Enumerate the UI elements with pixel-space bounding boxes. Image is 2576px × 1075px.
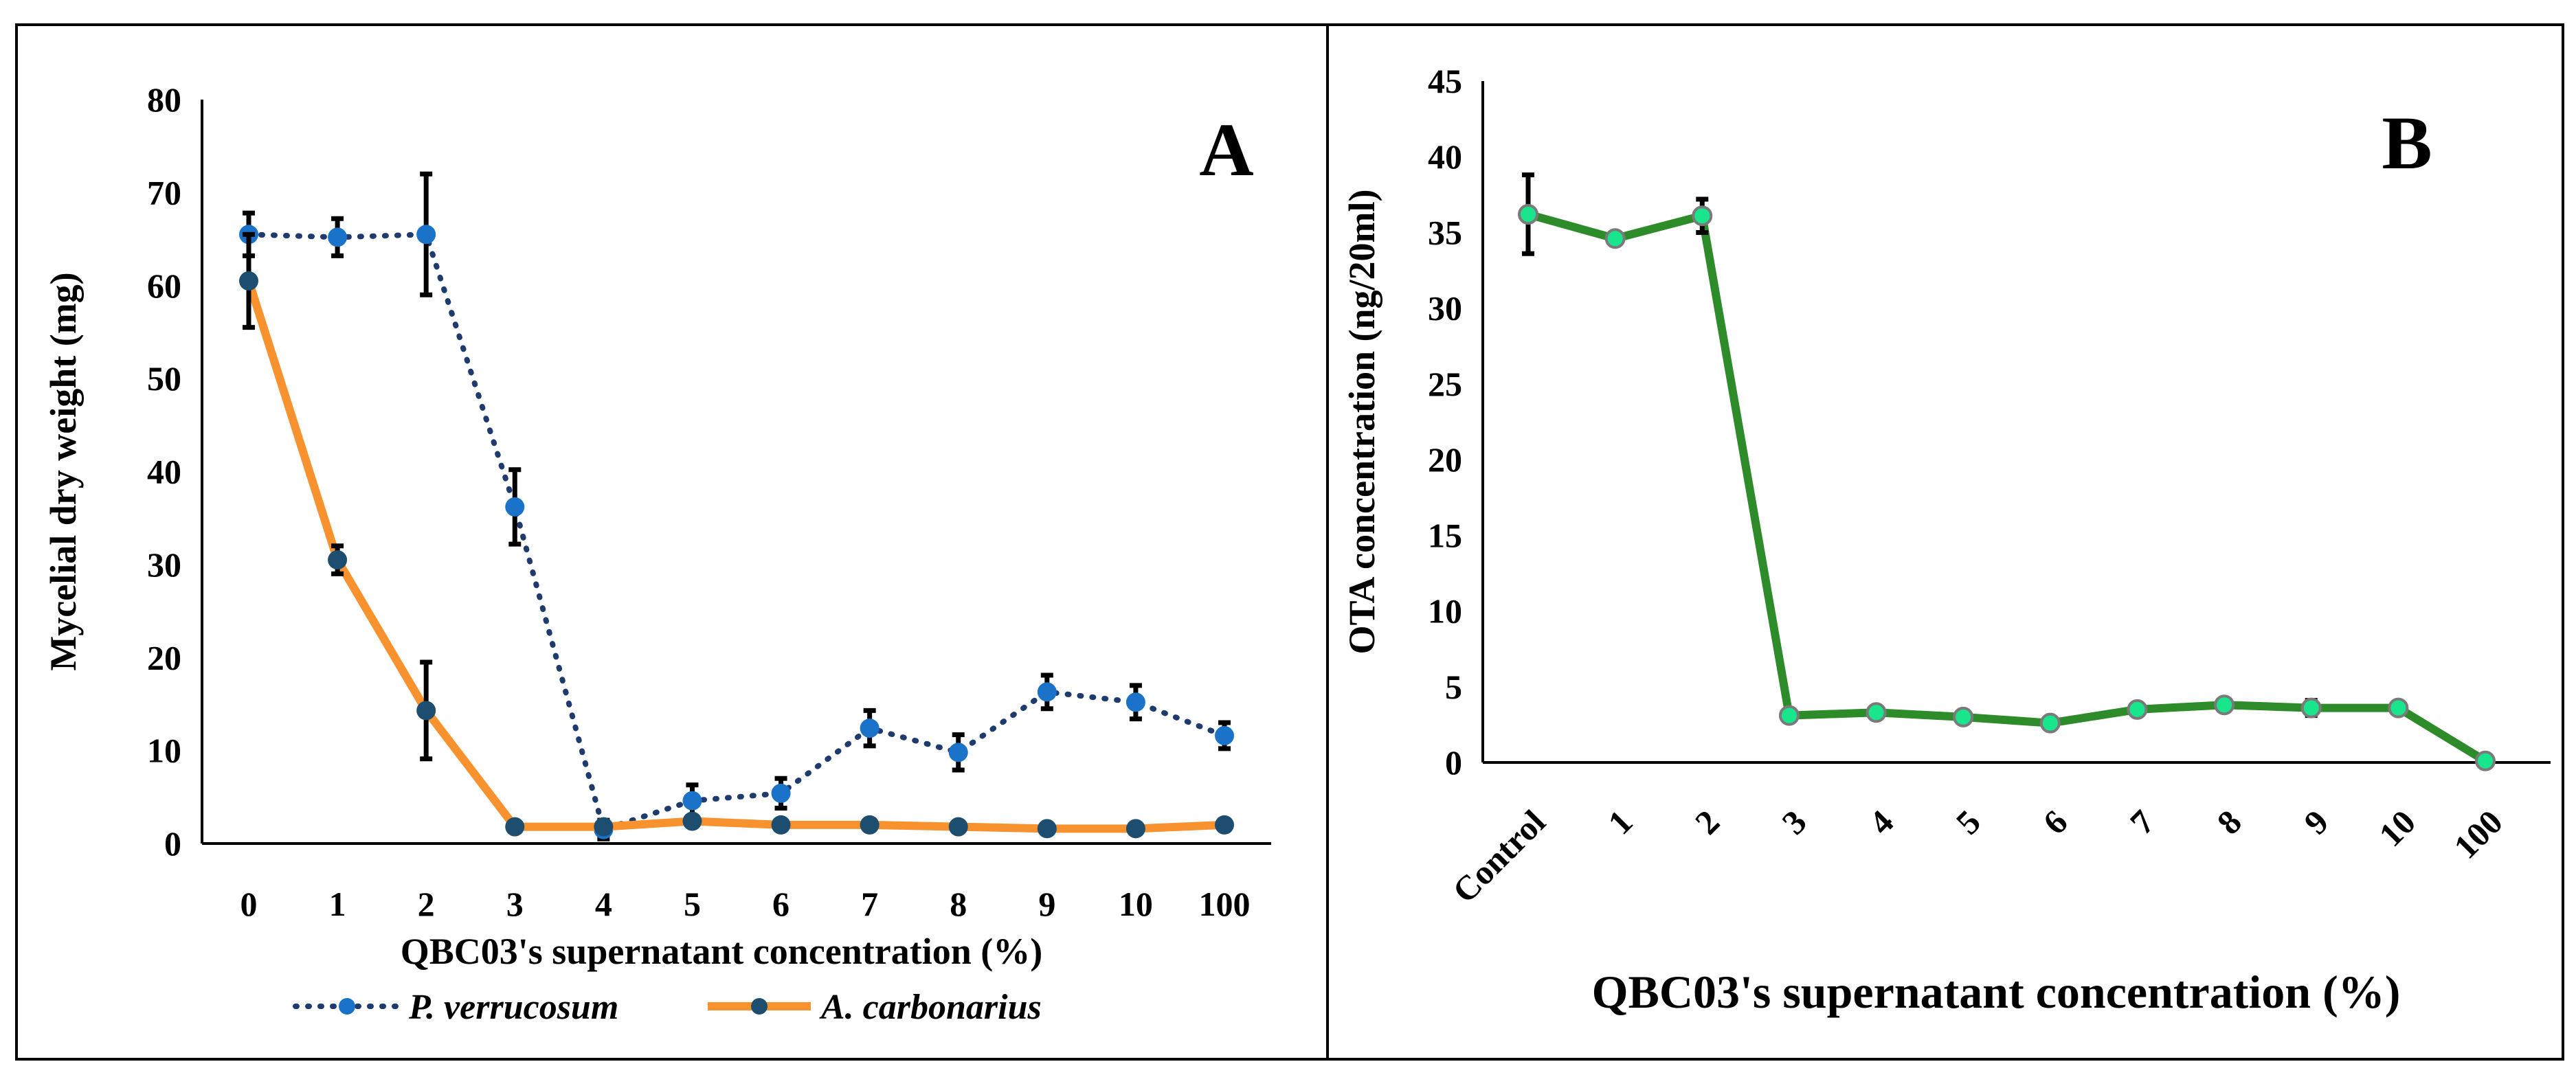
x-tick-label: 5	[684, 885, 701, 923]
x-tick-label: 3	[1774, 802, 1813, 841]
data-point	[1125, 692, 1145, 712]
panel-a-chart: 0 10 20 30 40 50 60 70 80 0 1 2 3 4 5 6 7 8 9 10 100 Mycelial…	[43, 80, 1271, 1027]
y-tick-label: 40	[1428, 137, 1462, 176]
x-tick-label: 8	[950, 885, 967, 923]
data-point	[2127, 699, 2148, 720]
legend-marker	[339, 998, 355, 1015]
legend-label: A. carbonarius	[819, 988, 1042, 1027]
series-line-0	[246, 231, 1227, 833]
x-tick-label: 2	[1688, 802, 1727, 841]
x-tick-label: 100	[2446, 802, 2510, 866]
data-point	[860, 718, 880, 738]
data-point	[1778, 705, 1800, 726]
data-point	[2214, 694, 2235, 716]
data-point	[416, 225, 436, 245]
y-tick-label: 0	[164, 824, 181, 863]
x-tick-label: 7	[2123, 802, 2162, 841]
data-point	[1037, 682, 1057, 702]
data-point	[2388, 697, 2409, 718]
y-tick-label: 70	[147, 173, 181, 212]
x-tick-label: Control	[1445, 802, 1553, 910]
x-tick-label: 9	[1038, 885, 1055, 923]
panel-label: A	[1199, 108, 1253, 192]
y-axis-title: OTA concentration (ng/20ml)	[1341, 190, 1382, 655]
data-point	[860, 815, 880, 835]
data-point	[1125, 819, 1145, 839]
panel-label: B	[2382, 101, 2432, 185]
figure-frame	[15, 23, 2564, 1061]
data-point	[771, 815, 791, 835]
data-point	[1037, 819, 1057, 839]
x-tick-label: 10	[2371, 802, 2423, 854]
y-tick-label: 40	[147, 453, 181, 491]
data-point	[1692, 205, 1713, 227]
data-point	[682, 791, 702, 811]
data-point	[771, 783, 791, 803]
data-point	[416, 701, 436, 721]
y-tick-label: 0	[1445, 743, 1462, 782]
series-line-1	[245, 280, 1225, 833]
x-tick-label: 5	[1949, 802, 1988, 841]
x-tick-label: 8	[2210, 802, 2249, 841]
x-tick-label: 4	[595, 885, 612, 923]
x-tick-label: 1	[1600, 802, 1639, 841]
x-tick-label: 100	[1199, 885, 1251, 923]
data-point	[594, 817, 614, 837]
x-tick-label: 4	[1861, 802, 1901, 841]
data-point	[2300, 697, 2322, 718]
x-tick-label: 0	[240, 885, 258, 923]
x-tick-label: 3	[506, 885, 524, 923]
x-axis-title: QBC03's supernatant concentration (%)	[401, 931, 1042, 972]
y-tick-label: 20	[147, 638, 181, 677]
y-tick-label: 20	[1428, 440, 1462, 479]
y-tick-label: 10	[147, 732, 181, 770]
y-tick-label: 35	[1428, 213, 1462, 251]
x-tick-label: 7	[861, 885, 878, 923]
x-tick-label: 1	[329, 885, 346, 923]
y-tick-label: 50	[147, 359, 181, 398]
x-tick-label: 2	[418, 885, 435, 923]
x-axis-title: QBC03's supernatant concentration (%)	[1592, 966, 2401, 1018]
data-point	[1604, 228, 1626, 249]
y-tick-label: 10	[1428, 592, 1462, 631]
x-tick-label: 6	[2035, 802, 2074, 841]
y-tick-label: 30	[1428, 289, 1462, 328]
data-point	[239, 271, 258, 291]
data-point	[2039, 712, 2061, 734]
data-point	[1215, 815, 1234, 835]
x-tick-label: 10	[1119, 885, 1153, 923]
y-tick-label: 80	[147, 80, 181, 119]
y-tick-label: 25	[1428, 365, 1462, 403]
y-tick-label: 5	[1445, 668, 1462, 706]
y-tick-label: 60	[147, 267, 181, 305]
data-point	[328, 227, 348, 247]
series-line-0	[1527, 210, 2488, 765]
data-point	[1215, 725, 1234, 745]
data-point	[505, 497, 525, 517]
y-tick-label: 30	[147, 545, 181, 584]
data-point	[1953, 706, 1974, 727]
data-point	[948, 743, 968, 762]
data-point	[1518, 203, 1538, 225]
data-point	[948, 817, 968, 837]
data-point	[328, 550, 348, 570]
x-tick-label: 9	[2296, 802, 2336, 841]
x-tick-label: 6	[772, 885, 789, 923]
data-point	[2475, 750, 2496, 771]
data-point	[1866, 702, 1887, 723]
legend-label: P. verrucosum	[408, 988, 618, 1027]
legend-marker	[751, 998, 768, 1015]
data-point	[505, 817, 525, 837]
y-tick-label: 15	[1428, 516, 1462, 554]
data-point	[682, 811, 702, 831]
y-tick-label: 45	[1428, 62, 1462, 100]
y-axis-title: Mycelial dry weight (mg)	[43, 272, 84, 670]
